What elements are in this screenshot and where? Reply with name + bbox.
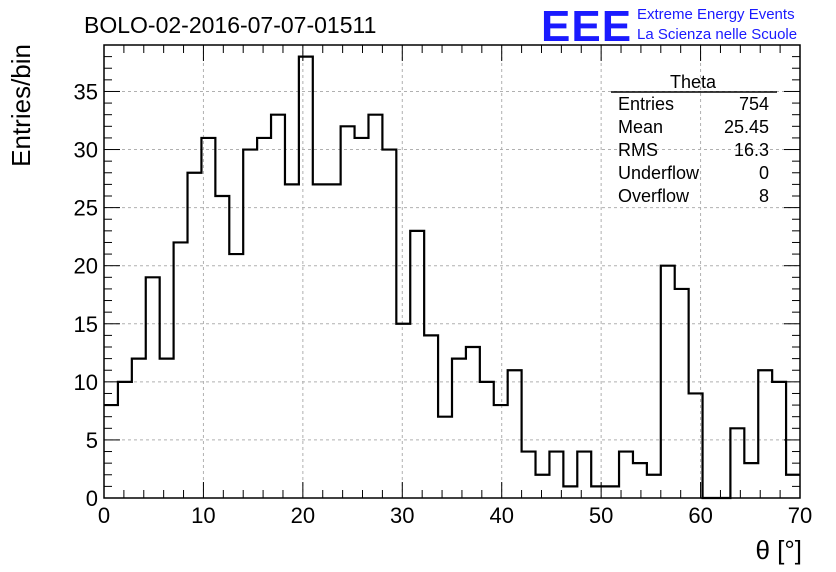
x-tick-label: 70: [788, 503, 812, 528]
histogram-bars: [104, 55, 800, 500]
histogram-bin: [410, 231, 424, 498]
histogram-bin: [229, 254, 243, 498]
histogram-bin: [591, 486, 605, 498]
x-tick-label: 40: [489, 503, 513, 528]
y-tick-label: 20: [74, 254, 98, 279]
histogram-bin: [647, 475, 661, 498]
stats-value: 16.3: [734, 140, 769, 160]
histogram-outline: [104, 55, 800, 500]
histogram-bin: [285, 184, 299, 498]
histogram-bin: [730, 428, 744, 498]
histogram-bin: [744, 463, 758, 498]
histogram-bin: [327, 184, 341, 498]
histogram-bin: [494, 405, 508, 498]
x-tick-label: 0: [98, 503, 110, 528]
histogram-bin: [313, 184, 327, 498]
chart-title: BOLO-02-2016-07-07-01511: [84, 12, 376, 38]
stats-value: 8: [759, 186, 769, 206]
x-tick-label: 20: [291, 503, 315, 528]
x-tick-label: 10: [191, 503, 215, 528]
histogram-bin: [424, 335, 438, 498]
stats-label: RMS: [618, 140, 658, 160]
histogram-bin: [271, 115, 285, 498]
histogram-bin: [605, 486, 619, 498]
y-tick-label: 5: [86, 428, 98, 453]
stats-value: 0: [759, 163, 769, 183]
histogram-bin: [146, 277, 160, 498]
histogram-bin: [174, 242, 188, 498]
x-axis-label: θ [°]: [755, 535, 802, 565]
plot-frame: [103, 44, 801, 499]
logo-mark: EEE: [541, 2, 632, 51]
stats-label: Underflow: [618, 163, 700, 183]
y-tick-label: 10: [74, 370, 98, 395]
stats-label: Entries: [618, 94, 674, 114]
histogram-bin: [508, 370, 522, 498]
histogram-bin: [577, 452, 591, 498]
histogram-bin: [396, 324, 410, 498]
x-tick-label: 30: [390, 503, 414, 528]
x-tick-labels: 0 10 20 30 40 50 60 70: [98, 503, 812, 528]
stats-box: Theta Entries 754 Mean 25.45 RMS 16.3 Underflo…: [611, 72, 777, 206]
y-tick-label: 15: [74, 312, 98, 337]
x-tick-label: 50: [589, 503, 613, 528]
y-tick-label: 25: [74, 196, 98, 221]
histogram-bin: [480, 382, 494, 498]
histogram-bin: [188, 173, 202, 498]
y-tick-label: 30: [74, 138, 98, 163]
stats-label: Mean: [618, 117, 663, 137]
x-tick-label: 60: [688, 503, 712, 528]
grid: [104, 45, 800, 498]
histogram-bin: [438, 417, 452, 498]
stats-title: Theta: [670, 72, 717, 92]
histogram-bin: [160, 359, 174, 498]
histogram-bin: [368, 115, 382, 498]
logo-line-2: La Scienza nelle Scuole: [637, 26, 797, 43]
histogram-bin: [758, 370, 772, 498]
histogram-bin: [299, 57, 313, 498]
histogram-bin: [633, 463, 647, 498]
histogram-bin: [536, 475, 550, 498]
histogram-bin: [466, 347, 480, 498]
axes: [103, 44, 801, 499]
y-tick-label: 0: [86, 486, 98, 511]
stats-value: 754: [739, 94, 769, 114]
y-axis-label: Entries/bin: [6, 44, 36, 167]
histogram-bin: [215, 196, 229, 498]
stats-value: 25.45: [724, 117, 769, 137]
histogram-bin: [132, 359, 146, 498]
eee-logo: EEE Extreme Energy Events La Scienza nel…: [541, 2, 797, 51]
histogram-bin: [452, 359, 466, 498]
histogram-bin: [522, 452, 536, 498]
stats-label: Overflow: [618, 186, 690, 206]
histogram-bin: [257, 138, 271, 498]
histogram-bin: [563, 486, 577, 498]
histogram-bin: [355, 138, 369, 498]
histogram-bin: [341, 126, 355, 498]
logo-line-1: Extreme Energy Events: [637, 6, 795, 23]
y-tick-label: 35: [74, 79, 98, 104]
histogram-bin: [675, 289, 689, 498]
y-tick-labels: 0 5 10 15 20 25 30 35: [74, 79, 98, 511]
